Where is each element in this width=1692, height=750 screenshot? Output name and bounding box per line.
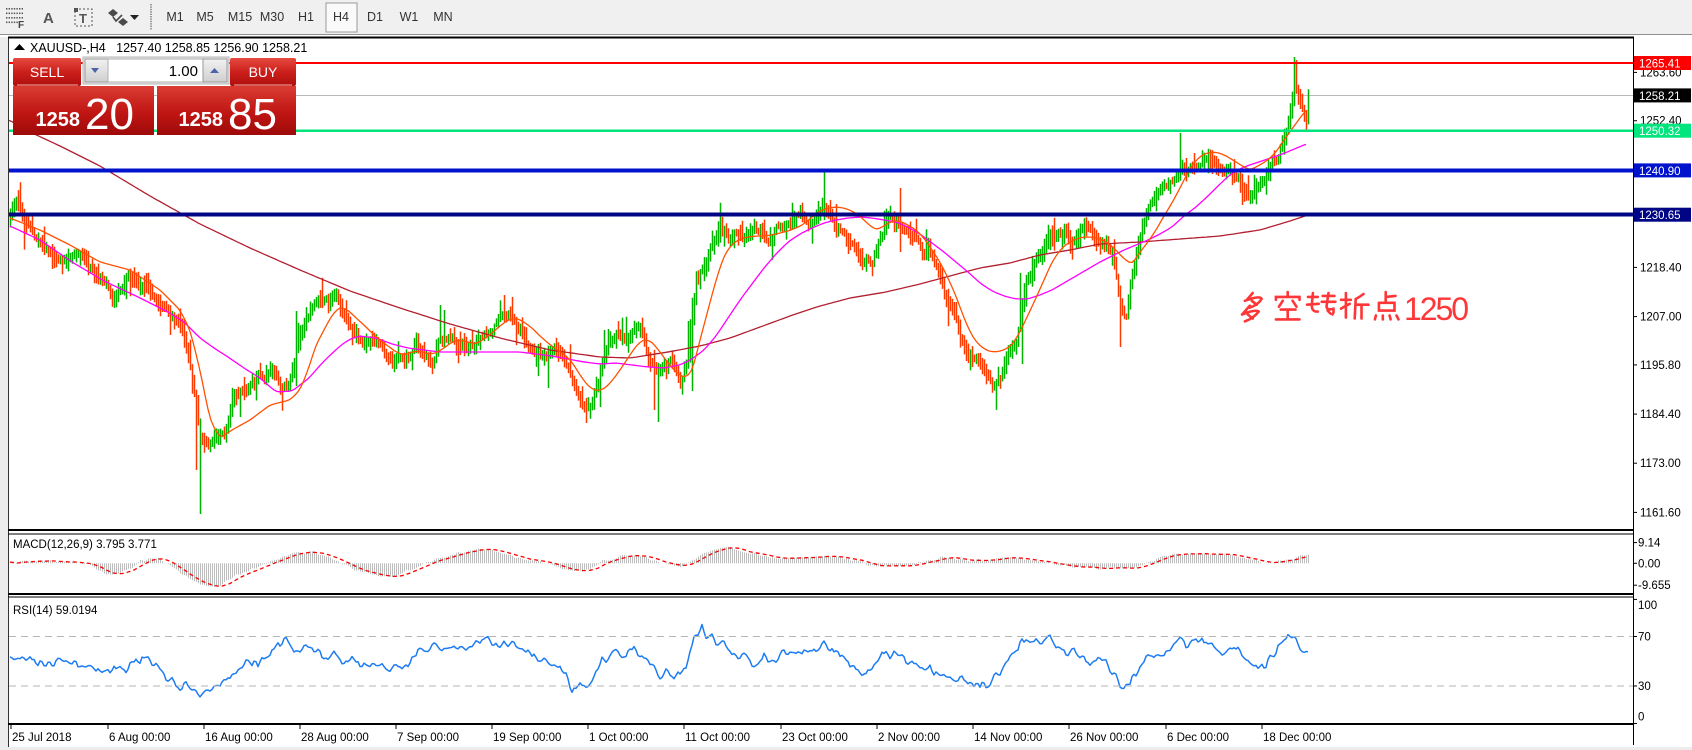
svg-text:M1: M1 — [166, 10, 183, 24]
svg-text:0: 0 — [1638, 712, 1644, 724]
svg-text:T: T — [79, 11, 87, 26]
svg-text:20: 20 — [85, 90, 134, 139]
svg-text:1195.80: 1195.80 — [1640, 360, 1681, 372]
svg-text:1250.32: 1250.32 — [1639, 126, 1681, 138]
svg-text:0.00: 0.00 — [1638, 558, 1660, 570]
svg-text:1263.60: 1263.60 — [1640, 67, 1682, 79]
svg-text:MN: MN — [433, 10, 452, 24]
svg-text:M30: M30 — [260, 10, 284, 24]
svg-text:2 Nov 00:00: 2 Nov 00:00 — [878, 732, 940, 744]
svg-text:-9.655: -9.655 — [1638, 580, 1671, 592]
svg-text:RSI(14) 59.0194: RSI(14) 59.0194 — [13, 605, 98, 617]
svg-text:A: A — [43, 10, 54, 27]
svg-text:SELL: SELL — [30, 64, 64, 80]
svg-text:D1: D1 — [367, 10, 383, 24]
svg-text:30: 30 — [1638, 681, 1651, 693]
svg-text:7 Sep 00:00: 7 Sep 00:00 — [397, 732, 459, 744]
svg-text:100: 100 — [1638, 600, 1657, 612]
svg-text:1258.21: 1258.21 — [1639, 91, 1681, 103]
svg-text:M5: M5 — [196, 10, 213, 24]
svg-text:W1: W1 — [400, 10, 419, 24]
svg-text:1.00: 1.00 — [169, 63, 198, 80]
svg-text:1218.40: 1218.40 — [1640, 262, 1682, 274]
svg-text:9.14: 9.14 — [1638, 538, 1661, 550]
svg-text:23 Oct 00:00: 23 Oct 00:00 — [782, 732, 848, 744]
svg-text:1240.90: 1240.90 — [1639, 166, 1681, 178]
svg-text:18 Dec 00:00: 18 Dec 00:00 — [1263, 732, 1331, 744]
svg-text:25 Jul 2018: 25 Jul 2018 — [12, 732, 71, 744]
svg-text:11 Oct 00:00: 11 Oct 00:00 — [685, 732, 750, 744]
svg-text:70: 70 — [1638, 632, 1651, 644]
svg-text:1265.41: 1265.41 — [1639, 59, 1681, 71]
svg-text:1207.00: 1207.00 — [1640, 312, 1682, 324]
svg-text:1250: 1250 — [1404, 291, 1469, 327]
svg-text:6 Dec 00:00: 6 Dec 00:00 — [1167, 732, 1229, 744]
svg-text:BUY: BUY — [249, 64, 278, 80]
svg-text:H1: H1 — [298, 10, 314, 24]
svg-text:1173.00: 1173.00 — [1640, 458, 1681, 470]
svg-text:1258: 1258 — [179, 109, 224, 131]
svg-text:1230.65: 1230.65 — [1639, 210, 1681, 222]
svg-text:28 Aug 00:00: 28 Aug 00:00 — [301, 732, 369, 744]
svg-text:16 Aug 00:00: 16 Aug 00:00 — [205, 732, 273, 744]
svg-text:M15: M15 — [228, 10, 252, 24]
svg-text:XAUUSD-,H4 1257.40 1258.85 1: XAUUSD-,H4 1257.40 1258.85 1256.90 1258.… — [30, 41, 307, 55]
svg-text:14 Nov 00:00: 14 Nov 00:00 — [974, 732, 1042, 744]
svg-text:1258: 1258 — [36, 109, 81, 131]
svg-text:26 Nov 00:00: 26 Nov 00:00 — [1070, 732, 1138, 744]
svg-text:1184.40: 1184.40 — [1640, 409, 1681, 421]
svg-text:6 Aug 00:00: 6 Aug 00:00 — [109, 732, 170, 744]
svg-text:85: 85 — [228, 90, 277, 139]
svg-text:1 Oct 00:00: 1 Oct 00:00 — [589, 732, 648, 744]
svg-text:MACD(12,26,9) 3.795 3.771: MACD(12,26,9) 3.795 3.771 — [13, 539, 157, 551]
svg-text:F: F — [18, 20, 24, 31]
svg-text:19 Sep 00:00: 19 Sep 00:00 — [493, 732, 561, 744]
svg-text:1161.60: 1161.60 — [1640, 507, 1681, 519]
svg-text:H4: H4 — [333, 10, 349, 24]
